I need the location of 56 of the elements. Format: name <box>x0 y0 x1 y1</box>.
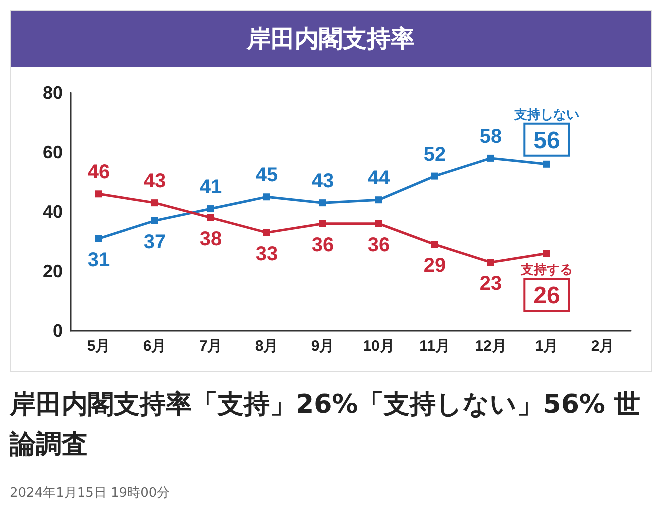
x-tick-label: 8月 <box>255 338 279 355</box>
data-label: 46 <box>88 162 110 184</box>
x-tick-label: 7月 <box>199 338 223 355</box>
x-tick-label: 5月 <box>87 338 111 355</box>
x-tick-label: 2月 <box>591 338 615 355</box>
y-tick-label: 40 <box>42 202 63 222</box>
data-label: 58 <box>480 126 502 148</box>
point <box>320 220 326 228</box>
point <box>320 200 326 207</box>
x-tick-label: 6月 <box>143 338 167 355</box>
data-label: 56 <box>534 127 560 154</box>
x-tick-label: 12月 <box>475 338 507 355</box>
y-tick-label: 0 <box>52 321 63 341</box>
point <box>264 229 270 236</box>
text: 2024年1月15日 19時00分 <box>10 485 170 502</box>
data-label: 29 <box>424 255 446 278</box>
y-tick-label: 80 <box>42 83 63 103</box>
point <box>488 259 494 266</box>
point <box>152 200 158 207</box>
series-label: 支持する <box>520 262 573 278</box>
data-label: 37 <box>144 231 166 254</box>
point <box>96 190 102 198</box>
point <box>544 160 550 168</box>
point <box>152 217 158 224</box>
y-tick-label: 20 <box>42 262 63 282</box>
data-label: 52 <box>424 144 446 166</box>
point <box>208 214 214 222</box>
chart-title: 岸田内閣支持率 <box>11 11 651 67</box>
text: 支持しない <box>514 106 580 122</box>
point <box>544 250 550 258</box>
data-label: 31 <box>88 249 110 272</box>
x-tick-label: 10月 <box>363 338 395 355</box>
point <box>96 235 102 242</box>
x-tick-label: 9月 <box>311 338 335 355</box>
point <box>376 220 382 228</box>
data-label: 33 <box>256 243 278 266</box>
data-label: 43 <box>144 170 166 193</box>
data-label: 36 <box>312 234 334 256</box>
point <box>432 241 438 248</box>
data-label: 38 <box>200 228 222 250</box>
data-label: 43 <box>312 170 334 193</box>
text: 岸田内閣支持率「支持」26%「支持しない」56% 世論調査 <box>10 389 642 462</box>
y-tick-label: 60 <box>42 142 63 162</box>
x-tick-label: 11月 <box>420 338 450 355</box>
data-label: 23 <box>480 273 502 296</box>
point <box>376 196 382 204</box>
data-label: 26 <box>534 282 560 310</box>
data-label: 45 <box>256 164 278 187</box>
x-tick-label: 1月 <box>535 338 559 355</box>
point <box>208 206 214 213</box>
data-label: 41 <box>200 176 222 199</box>
point <box>432 172 438 180</box>
data-label: 36 <box>368 234 390 256</box>
data-label: 44 <box>368 168 391 190</box>
point <box>264 194 270 201</box>
point <box>488 154 494 162</box>
